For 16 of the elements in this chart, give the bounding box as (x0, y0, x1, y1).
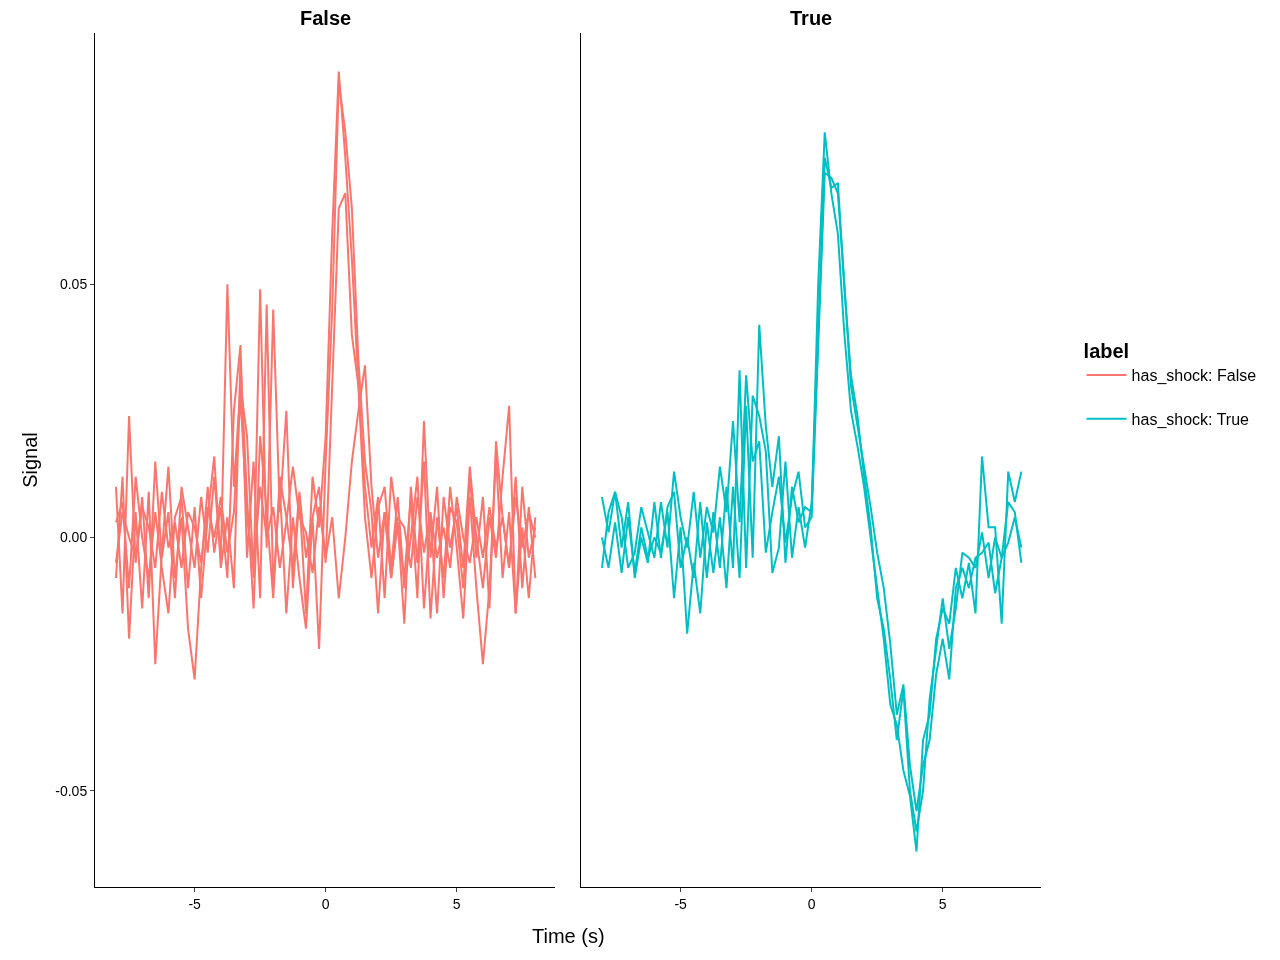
x-tick-label: -5 (188, 895, 202, 912)
x-tick-label: 5 (452, 895, 461, 912)
y-tick-label: 0.05 (59, 276, 88, 293)
legend-title: label (1083, 340, 1130, 362)
chart-title: False (300, 7, 352, 29)
x-axis-title: Time (s) (532, 925, 605, 947)
x-tick-label: 5 (938, 895, 947, 912)
x-tick-label: -5 (674, 895, 688, 912)
y-axis-title: Signal (18, 432, 41, 488)
x-tick-label: 0 (321, 895, 330, 912)
x-tick-label: 0 (807, 895, 816, 912)
y-tick-label: 0.00 (59, 529, 88, 546)
legend-label: has_shock: False (1131, 367, 1257, 386)
legend-label: has_shock: True (1131, 410, 1250, 429)
chart-title: True (790, 7, 833, 29)
y-tick-label: -0.05 (55, 782, 88, 799)
